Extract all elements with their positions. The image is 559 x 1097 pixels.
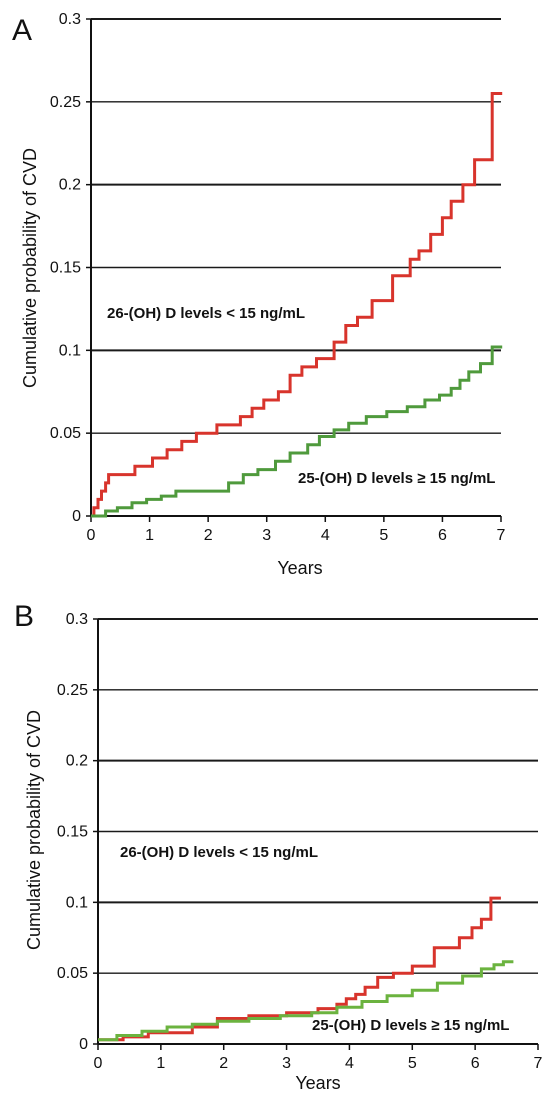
x-tick-label-a-3: 3 [262, 527, 271, 544]
x-tick-label-b-2: 2 [219, 1055, 228, 1072]
y-tick-label-b-6: 0.3 [66, 611, 88, 628]
y-tick-label-b-2: 0.1 [66, 894, 88, 911]
x-tick-label-a-0: 0 [87, 527, 96, 544]
chart-b: B 0 0.05 0.1 0.15 0.2 0.25 0.3 0 1 2 3 4 5 6 7 Years Cumu… [14, 600, 543, 1093]
x-tick-label-b-3: 3 [282, 1055, 291, 1072]
y-tick-label-a-4: 0.2 [59, 177, 81, 194]
series-line-b-1 [98, 960, 514, 1042]
series-line-b-0 [98, 896, 501, 1042]
chart-a: A 0 0.05 0.1 0.15 0.2 0.25 0.3 0 1 2 3 4 5 6 7 Years Cumu… [12, 11, 506, 578]
panel-letter-a: A [12, 14, 32, 47]
x-tick-label-b-5: 5 [408, 1055, 417, 1072]
series-label-a-1: 25-(OH) D levels ≥ 15 ng/mL [298, 470, 495, 487]
y-tick-label-a-0: 0 [72, 508, 81, 525]
y-axis-title-b: Cumulative probability of CVD [24, 710, 44, 950]
x-tick-label-b-0: 0 [94, 1055, 103, 1072]
y-tick-label-a-6: 0.3 [59, 11, 81, 28]
x-tick-label-a-6: 6 [438, 527, 447, 544]
panel-letter-b: B [14, 600, 34, 633]
x-tick-label-a-7: 7 [497, 527, 506, 544]
panel-a: A 0 0.05 0.1 0.15 0.2 0.25 0.3 0 1 2 3 4 5 6 7 Years Cumu… [12, 11, 506, 578]
x-tick-label-b-6: 6 [471, 1055, 480, 1072]
series-line-a-1 [91, 345, 503, 518]
x-axis-title-b: Years [295, 1073, 340, 1093]
x-tick-label-a-1: 1 [145, 527, 154, 544]
series-label-b-1: 25-(OH) D levels ≥ 15 ng/mL [312, 1017, 509, 1034]
y-axis-title-a: Cumulative probability of CVD [20, 148, 40, 388]
series-label-b-0: 26-(OH) D levels < 15 ng/mL [120, 844, 318, 861]
y-tick-label-b-3: 0.15 [57, 824, 88, 841]
series-label-a-0: 26-(OH) D levels < 15 ng/mL [107, 305, 305, 322]
y-tick-label-a-5: 0.25 [50, 94, 81, 111]
x-tick-label-a-4: 4 [321, 527, 330, 544]
x-axis-title-a: Years [277, 558, 322, 578]
y-tick-label-b-5: 0.25 [57, 682, 88, 699]
x-tick-label-b-1: 1 [156, 1055, 165, 1072]
x-tick-label-a-2: 2 [204, 527, 213, 544]
y-tick-label-a-1: 0.05 [50, 425, 81, 442]
panel-b: B 0 0.05 0.1 0.15 0.2 0.25 0.3 0 1 2 3 4 5 6 7 Years Cumu… [0, 590, 559, 1097]
y-tick-label-b-0: 0 [79, 1036, 88, 1053]
y-tick-label-b-1: 0.05 [57, 965, 88, 982]
y-tick-label-a-3: 0.15 [50, 260, 81, 277]
y-tick-label-a-2: 0.1 [59, 342, 81, 359]
x-tick-label-b-4: 4 [345, 1055, 354, 1072]
y-tick-label-b-4: 0.2 [66, 753, 88, 770]
x-tick-label-b-7: 7 [534, 1055, 543, 1072]
series-line-a-0 [91, 92, 503, 518]
x-tick-label-a-5: 5 [379, 527, 388, 544]
